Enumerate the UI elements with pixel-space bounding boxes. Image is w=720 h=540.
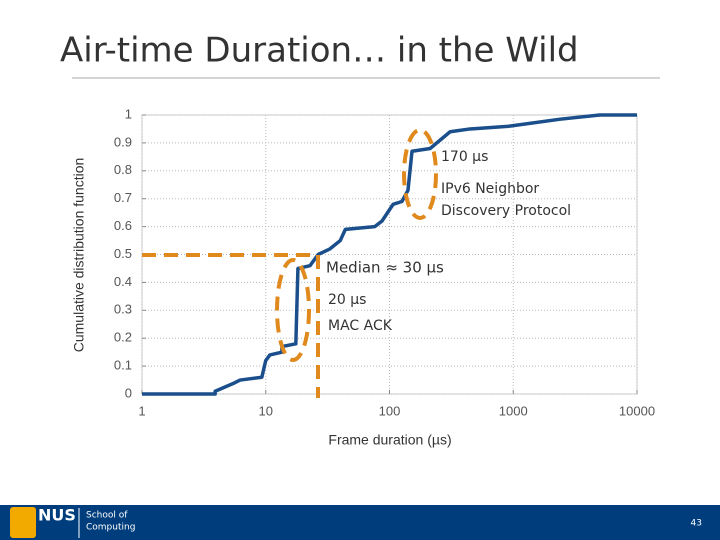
x-axis-label: Frame duration (µs) bbox=[328, 432, 451, 448]
x-tick-label: 10000 bbox=[619, 403, 655, 418]
cdf-line bbox=[142, 113, 637, 396]
logo-text: NUS bbox=[38, 506, 76, 525]
annotation: 170 µs bbox=[441, 149, 488, 165]
annotation: Median ≈ 30 µs bbox=[326, 259, 444, 277]
x-tick-label: 100 bbox=[379, 403, 401, 418]
y-tick-label: 0 bbox=[125, 385, 132, 400]
annotation: Discovery Protocol bbox=[441, 203, 571, 219]
x-tick-label: 10 bbox=[259, 403, 273, 418]
ellipse-ipv6 bbox=[402, 128, 438, 220]
annotation: IPv6 Neighbor bbox=[441, 181, 539, 197]
annotation: MAC ACK bbox=[328, 318, 393, 334]
annotation: 20 µs bbox=[328, 292, 366, 308]
footer-unit: School of bbox=[86, 511, 128, 521]
x-tick-label: 1000 bbox=[499, 403, 528, 418]
y-tick-label: 1 bbox=[125, 106, 132, 121]
logo-crest bbox=[10, 507, 36, 538]
page-number: 43 bbox=[691, 519, 702, 529]
y-tick-label: 0.6 bbox=[114, 218, 132, 233]
y-tick-label: 0.9 bbox=[114, 134, 132, 149]
slide-title: Air-time Duration… in the Wild bbox=[60, 31, 579, 71]
y-tick-label: 0.3 bbox=[114, 302, 132, 317]
plot: 0 0.1 0.2 0.3 0.4 0.5 0.6 0.7 0.8 0.9 1 1 10 100 1000 1… bbox=[114, 106, 655, 418]
y-tick-label: 0.5 bbox=[114, 246, 132, 261]
y-tick-label: 0.2 bbox=[114, 330, 132, 345]
y-tick-label: 0.1 bbox=[114, 358, 132, 373]
footer-unit: Computing bbox=[86, 523, 135, 533]
y-tick-label: 0.7 bbox=[114, 190, 132, 205]
y-axis-label: Cumulative distribution function bbox=[71, 158, 87, 353]
y-tick-label: 0.4 bbox=[114, 274, 132, 289]
y-tick-label: 0.8 bbox=[114, 162, 132, 177]
ellipse-ack bbox=[275, 258, 311, 362]
x-tick-label: 1 bbox=[138, 403, 145, 418]
footer-bar bbox=[0, 505, 720, 540]
